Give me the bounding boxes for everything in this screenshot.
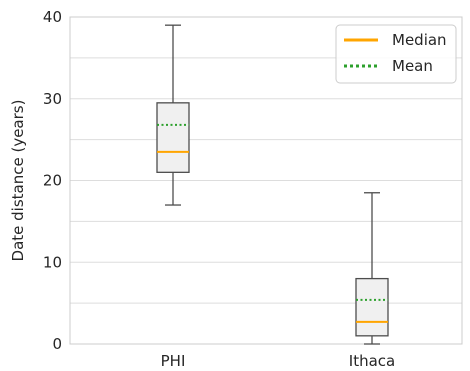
legend-mean-label: Mean (392, 57, 433, 75)
legend-median-label: Median (392, 31, 447, 49)
x-tick-label: PHI (161, 352, 186, 370)
y-tick-label: 0 (52, 335, 62, 353)
y-tick-label: 20 (43, 172, 62, 190)
x-tick-label: Ithaca (349, 352, 395, 370)
boxes-group (156, 24, 389, 345)
y-tick-label: 40 (43, 8, 62, 26)
plot-area-frame (69, 16, 463, 345)
box-phi (156, 24, 190, 206)
y-axis-ticks: 0 10 20 30 40 (43, 8, 62, 353)
y-tick-label: 30 (43, 90, 62, 108)
y-tick-label: 10 (43, 253, 62, 271)
box-ithaca (355, 192, 389, 345)
box-iqr (355, 277, 389, 337)
x-axis-ticks: PHI Ithaca (161, 352, 396, 370)
box-iqr (156, 102, 190, 173)
legend: Median Mean (335, 24, 457, 84)
y-axis-label: Date distance (years) (9, 100, 27, 262)
